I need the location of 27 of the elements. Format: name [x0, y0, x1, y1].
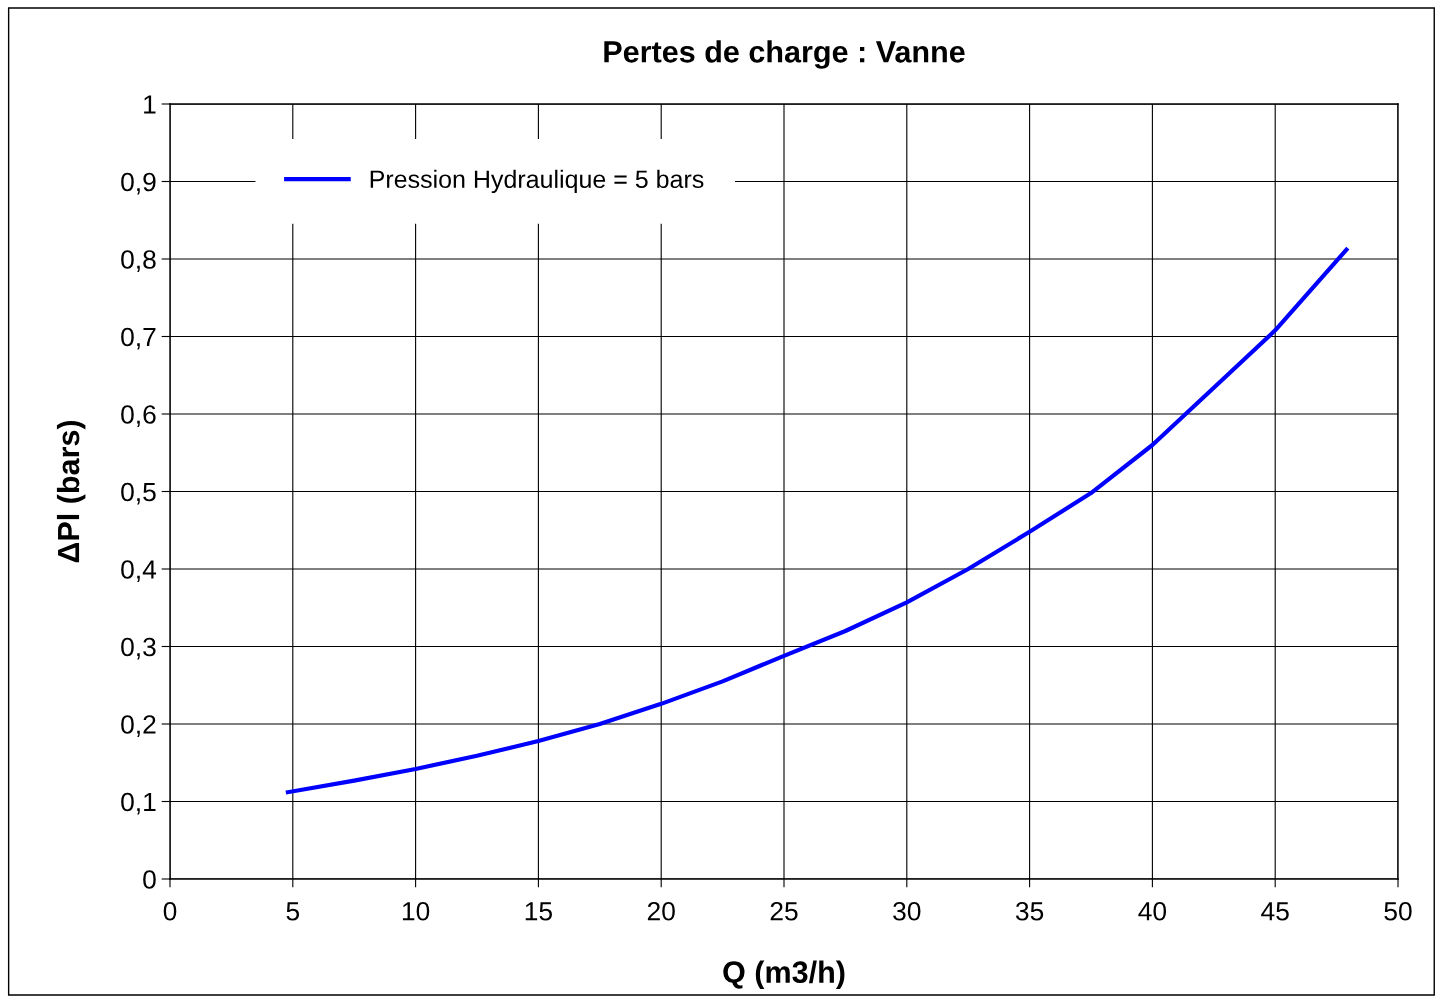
legend-label: Pression Hydraulique = 5 bars — [370, 169, 704, 194]
x-tick-label: 45 — [1261, 902, 1289, 921]
x-axis-title: Q (m3/h) — [723, 960, 845, 990]
y-tick-label: 0,5 — [121, 482, 156, 505]
y-tick-label: 0 — [143, 870, 156, 889]
chart-title: Pertes de charge : Vanne — [604, 40, 965, 69]
x-tick-label: 30 — [893, 901, 921, 921]
x-tick-label: 20 — [647, 901, 675, 921]
y-tick-label: 0,9 — [121, 172, 156, 195]
y-tick-label: 0,8 — [121, 250, 156, 272]
y-tick-label: 0,7 — [121, 327, 156, 350]
x-tick-label: 5 — [286, 902, 300, 921]
x-tick-label: 35 — [1015, 901, 1044, 921]
x-tick-label: 25 — [770, 901, 798, 921]
y-tick-label: 0,4 — [121, 560, 157, 582]
x-tick-label: 15 — [525, 902, 552, 921]
y-tick-label: 0,1 — [121, 792, 156, 815]
x-tick-label: 50 — [1384, 901, 1412, 921]
line-series — [285, 247, 1349, 795]
y-axis-title: ΔPl (bars) — [56, 420, 86, 563]
x-tick-label: 10 — [402, 901, 430, 921]
x-tick-label: 0 — [163, 901, 177, 921]
x-tick-label: 40 — [1138, 901, 1167, 921]
y-tick-label: 1 — [144, 95, 156, 114]
y-tick-label: 0,2 — [121, 715, 156, 737]
y-tick-label: 0,6 — [121, 405, 156, 427]
y-tick-label: 0,3 — [121, 637, 156, 660]
